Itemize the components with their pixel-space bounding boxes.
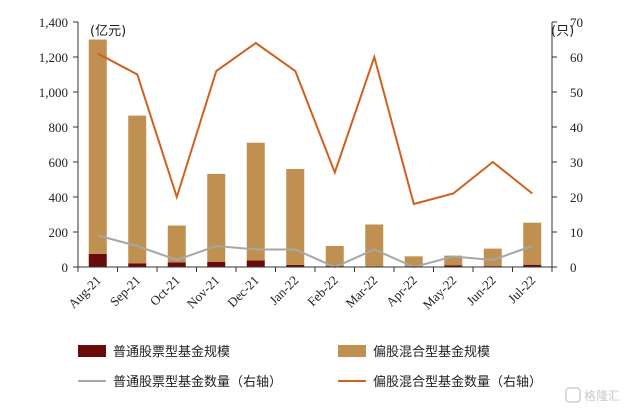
right-axis-unit: (只) <box>551 24 574 39</box>
bar-stock-scale-9 <box>444 265 463 267</box>
legend-swatch-stock-scale <box>78 345 106 357</box>
bar-stock-scale-0 <box>88 253 107 267</box>
right-tick-label-5: 50 <box>570 85 583 100</box>
bar-layer <box>88 39 542 267</box>
x-tick-label-11: Jul-22 <box>505 273 539 307</box>
legend-swatch-mixed-scale <box>338 345 366 357</box>
legend: 普通股票型基金规模 偏股混合型基金规模 普通股票型基金数量（右轴） 偏股混合型基… <box>78 344 542 390</box>
bar-mixed-scale-1 <box>128 115 147 264</box>
watermark-logo-icon <box>565 387 581 403</box>
bar-mixed-scale-4 <box>246 142 265 261</box>
x-tick-label-9: May-22 <box>420 273 460 313</box>
bar-stock-scale-3 <box>207 261 226 267</box>
legend-label-mixed-scale: 偏股混合型基金规模 <box>373 344 490 360</box>
line-layer <box>97 41 533 269</box>
x-tick-label-2: Oct-21 <box>147 273 183 309</box>
left-axis-unit: (亿元) <box>90 24 126 39</box>
bar-stock-scale-2 <box>167 262 186 267</box>
x-tick-label-8: Apr-22 <box>383 273 420 310</box>
x-tick-label-4: Dec-21 <box>224 273 262 311</box>
bar-stock-scale-5 <box>286 264 305 267</box>
left-tick-label-6: 1,200 <box>39 50 68 65</box>
x-tick-label-10: Jun-22 <box>463 273 499 309</box>
legend-label-stock-count: 普通股票型基金数量（右轴） <box>113 374 282 390</box>
left-tick-label-1: 200 <box>49 225 69 240</box>
x-tick-label-6: Feb-22 <box>304 273 341 310</box>
x-tick-label-0: Aug-21 <box>65 273 104 312</box>
x-tick-label-1: Sep-21 <box>107 273 144 310</box>
right-tick-label-0: 0 <box>570 260 577 275</box>
left-tick-label-0: 0 <box>62 260 69 275</box>
x-tick-label-3: Nov-21 <box>184 273 223 312</box>
right-tick-label-1: 10 <box>570 225 583 240</box>
right-tick-label-4: 40 <box>570 120 583 135</box>
watermark: 格隆汇 <box>565 387 620 403</box>
x-tick-label-7: Mar-22 <box>342 273 380 311</box>
bar-mixed-scale-0 <box>88 39 107 254</box>
bar-mixed-scale-2 <box>167 225 186 263</box>
axes-layer: 0 200 400 600 800 1,000 1,200 1,400 0 10 20 30 40 50 6… <box>39 15 583 312</box>
left-tick-label-7: 1,400 <box>39 15 68 30</box>
bar-stock-scale-4 <box>246 260 265 267</box>
right-tick-label-3: 30 <box>570 155 583 170</box>
bar-mixed-scale-6 <box>325 246 344 267</box>
right-tick-label-7: 70 <box>570 15 583 30</box>
bar-mixed-scale-10 <box>483 248 502 267</box>
left-tick-label-3: 600 <box>49 155 69 170</box>
bar-mixed-scale-3 <box>207 173 226 262</box>
left-tick-label-4: 800 <box>49 120 69 135</box>
bar-mixed-scale-5 <box>286 169 305 265</box>
legend-label-stock-scale: 普通股票型基金规模 <box>113 344 230 360</box>
right-tick-label-6: 60 <box>570 50 583 65</box>
legend-label-mixed-count: 偏股混合型基金数量（右轴） <box>373 374 542 390</box>
bar-stock-scale-1 <box>128 263 147 267</box>
bar-mixed-scale-11 <box>523 222 542 265</box>
watermark-text: 格隆汇 <box>584 388 620 403</box>
bar-mixed-scale-7 <box>365 224 384 267</box>
bar-mixed-scale-8 <box>404 256 423 267</box>
line-mixed-count <box>97 41 533 206</box>
left-tick-label-2: 400 <box>49 190 69 205</box>
line-stock-count <box>97 234 533 269</box>
bar-stock-scale-11 <box>523 264 542 267</box>
x-tick-label-5: Jan-22 <box>266 273 301 308</box>
right-tick-label-2: 20 <box>570 190 583 205</box>
bar-mixed-scale-9 <box>444 255 463 266</box>
left-tick-label-5: 1,000 <box>39 85 68 100</box>
